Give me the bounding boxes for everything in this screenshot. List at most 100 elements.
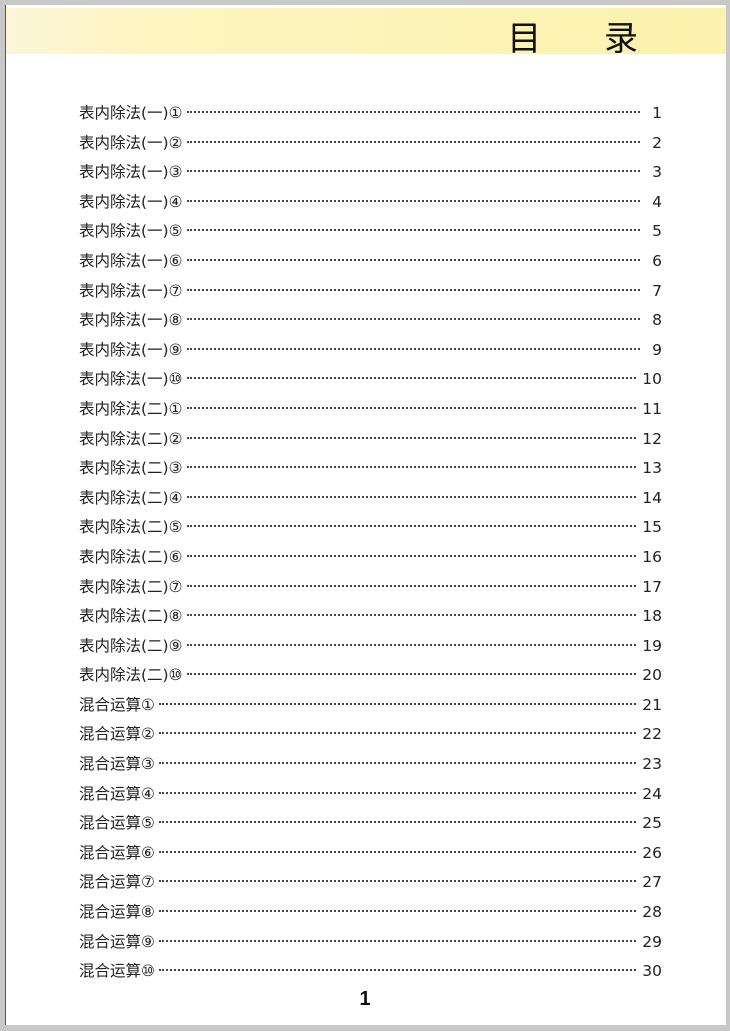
toc-entry-page: 26 <box>642 843 662 862</box>
toc-entry[interactable]: 表内除法(一)⑦ 7 <box>79 279 662 309</box>
dot-leader <box>158 821 637 824</box>
dot-leader <box>158 762 637 765</box>
toc-entry[interactable]: 混合运算⑦ 27 <box>79 870 662 900</box>
toc-entry[interactable]: 表内除法(二)③ 13 <box>79 456 662 486</box>
toc-entry-label: 表内除法(一)⑧ <box>79 311 183 330</box>
toc-entry[interactable]: 混合运算⑨ 29 <box>79 930 662 960</box>
toc-entry-label: 混合运算⑧ <box>79 903 155 922</box>
toc-entry[interactable]: 混合运算① 21 <box>79 693 662 723</box>
toc-entry-label: 混合运算③ <box>79 755 155 774</box>
toc-entry-label: 表内除法(二)⑥ <box>79 547 183 566</box>
dot-leader <box>186 643 637 646</box>
toc-entry[interactable]: 混合运算⑧ 28 <box>79 900 662 930</box>
toc-entry-label: 表内除法(一)⑤ <box>79 222 183 241</box>
toc-entry-label: 表内除法(一)⑦ <box>79 281 183 300</box>
dot-leader <box>186 199 640 202</box>
toc-entry-label: 表内除法(一)③ <box>79 163 183 182</box>
toc-entry[interactable]: 表内除法(二)⑥ 16 <box>79 545 662 575</box>
toc-entry-page: 8 <box>652 311 662 330</box>
toc-entry[interactable]: 表内除法(二)⑧ 18 <box>79 604 662 634</box>
page-title: 目 录 <box>507 19 664 59</box>
dot-leader <box>158 880 637 883</box>
toc-entry-page: 28 <box>642 903 662 922</box>
toc-entry-page: 12 <box>642 429 662 448</box>
toc-entry-label: 表内除法(二)① <box>79 399 183 418</box>
toc-entry-page: 19 <box>642 636 662 655</box>
toc-entry-page: 22 <box>642 725 662 744</box>
toc-entry-page: 18 <box>642 607 662 626</box>
toc-entry[interactable]: 混合运算⑩ 30 <box>79 959 662 989</box>
dot-leader <box>186 525 637 528</box>
toc-entry-page: 13 <box>642 459 662 478</box>
toc-entry[interactable]: 表内除法(二)⑦ 17 <box>79 575 662 605</box>
page-number: 1 <box>359 988 371 1010</box>
toc-entry-page: 11 <box>642 399 662 418</box>
dot-leader <box>158 850 637 853</box>
toc-entry[interactable]: 表内除法(一)⑧ 8 <box>79 308 662 338</box>
dot-leader <box>186 318 640 321</box>
dot-leader <box>158 732 637 735</box>
toc-entry[interactable]: 表内除法(一)③ 3 <box>79 160 662 190</box>
toc-entry-label: 混合运算⑨ <box>79 932 155 951</box>
dot-leader <box>186 140 640 143</box>
dot-leader <box>158 969 637 972</box>
toc-entry-page: 29 <box>642 932 662 951</box>
dot-leader <box>186 673 637 676</box>
dot-leader <box>186 614 637 617</box>
toc-entry-page: 4 <box>652 192 662 211</box>
toc-entry-label: 表内除法(一)⑩ <box>79 370 183 389</box>
toc-entry-label: 表内除法(二)④ <box>79 488 183 507</box>
toc-entry-page: 5 <box>652 222 662 241</box>
toc-entry[interactable]: 混合运算④ 24 <box>79 782 662 812</box>
toc-entry[interactable]: 表内除法(二)⑤ 15 <box>79 515 662 545</box>
toc-entry-page: 17 <box>642 577 662 596</box>
toc-entry-page: 30 <box>642 962 662 981</box>
toc-entry[interactable]: 混合运算② 22 <box>79 722 662 752</box>
toc-entry[interactable]: 混合运算③ 23 <box>79 752 662 782</box>
toc-entry[interactable]: 表内除法(一)⑨ 9 <box>79 338 662 368</box>
toc-entry-page: 10 <box>642 370 662 389</box>
toc-entry[interactable]: 表内除法(二)⑩ 20 <box>79 663 662 693</box>
toc-entry[interactable]: 表内除法(二)② 12 <box>79 427 662 457</box>
toc-entry-page: 9 <box>652 340 662 359</box>
toc-entry-label: 表内除法(二)⑧ <box>79 607 183 626</box>
dot-leader <box>186 170 640 173</box>
title-band <box>6 8 726 54</box>
toc-entry-label: 表内除法(二)⑩ <box>79 666 183 685</box>
toc-entry[interactable]: 表内除法(一)⑩ 10 <box>79 367 662 397</box>
dot-leader <box>158 939 637 942</box>
dot-leader <box>186 229 640 232</box>
toc-entry-page: 1 <box>652 104 662 122</box>
dot-leader <box>186 584 637 587</box>
dot-leader <box>186 436 637 439</box>
toc-entry[interactable]: 表内除法(一)① 1 <box>79 101 662 131</box>
toc-entry-page: 3 <box>652 163 662 182</box>
toc-entry-label: 表内除法(一)⑥ <box>79 251 183 270</box>
toc-entry[interactable]: 表内除法(二)① 11 <box>79 397 662 427</box>
document-page: 目 录 表内除法(一)① 1 表内除法(一)② 2 表内除法(一)③ 3 表内除法(一)④ 4… <box>5 5 726 1025</box>
dot-leader <box>186 554 637 557</box>
toc-entry-page: 21 <box>642 695 662 714</box>
toc-entry-label: 表内除法(一)⑨ <box>79 340 183 359</box>
toc-entry[interactable]: 混合运算⑤ 25 <box>79 811 662 841</box>
toc-entry[interactable]: 表内除法(二)⑨ 19 <box>79 634 662 664</box>
toc-entry-page: 20 <box>642 666 662 685</box>
toc-entry-label: 混合运算② <box>79 725 155 744</box>
toc-entry[interactable]: 表内除法(一)⑥ 6 <box>79 249 662 279</box>
toc-entry[interactable]: 表内除法(一)④ 4 <box>79 190 662 220</box>
toc-entry-label: 表内除法(二)② <box>79 429 183 448</box>
table-of-contents: 表内除法(一)① 1 表内除法(一)② 2 表内除法(一)③ 3 表内除法(一)④ 4 表内除法… <box>79 101 662 989</box>
toc-entry-label: 表内除法(二)⑤ <box>79 518 183 537</box>
toc-entry-page: 16 <box>642 547 662 566</box>
dot-leader <box>186 111 640 113</box>
toc-entry[interactable]: 表内除法(一)⑤ 5 <box>79 219 662 249</box>
toc-entry-label: 表内除法(二)③ <box>79 459 183 478</box>
toc-entry[interactable]: 表内除法(二)④ 14 <box>79 486 662 516</box>
toc-entry[interactable]: 表内除法(一)② 2 <box>79 131 662 161</box>
toc-entry-label: 混合运算④ <box>79 784 155 803</box>
toc-entry[interactable]: 混合运算⑥ 26 <box>79 841 662 871</box>
dot-leader <box>186 406 637 409</box>
toc-entry-page: 25 <box>642 814 662 833</box>
dot-leader <box>158 791 637 794</box>
toc-entry-label: 混合运算⑤ <box>79 814 155 833</box>
